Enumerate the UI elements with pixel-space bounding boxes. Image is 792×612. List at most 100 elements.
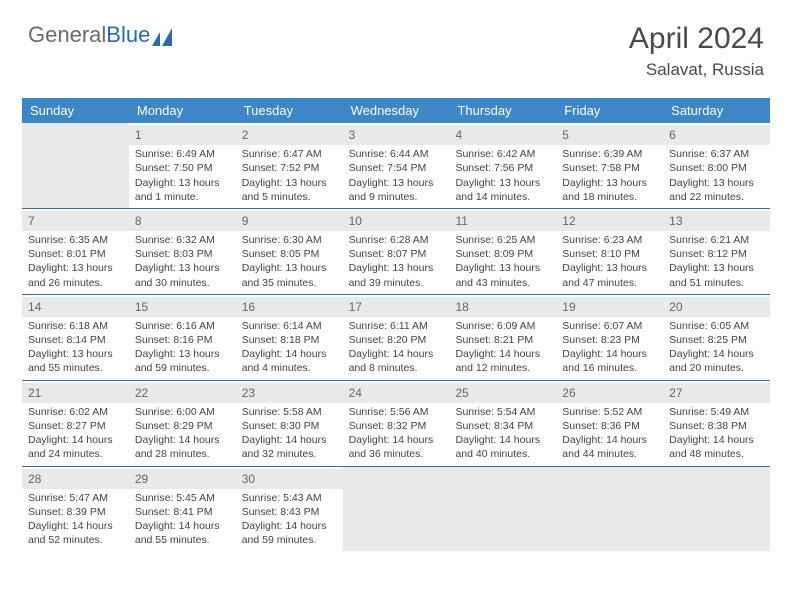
day-cell: 14Sunrise: 6:18 AMSunset: 8:14 PMDayligh… <box>22 295 129 380</box>
weekday-header: Wednesday <box>343 98 450 123</box>
daylight-text: Daylight: 13 hours <box>28 261 123 275</box>
sunset-text: Sunset: 8:34 PM <box>455 419 550 433</box>
day-cell: 29Sunrise: 5:45 AMSunset: 8:41 PMDayligh… <box>129 467 236 552</box>
day-cell: 22Sunrise: 6:00 AMSunset: 8:29 PMDayligh… <box>129 381 236 466</box>
daylight-text: and 55 minutes. <box>135 533 230 547</box>
day-cell: 26Sunrise: 5:52 AMSunset: 8:36 PMDayligh… <box>556 381 663 466</box>
day-number: 22 <box>129 383 236 403</box>
daylight-text: and 20 minutes. <box>669 361 764 375</box>
day-cell: 5Sunrise: 6:39 AMSunset: 7:58 PMDaylight… <box>556 123 663 208</box>
day-cell <box>449 467 556 552</box>
day-cell: 4Sunrise: 6:42 AMSunset: 7:56 PMDaylight… <box>449 123 556 208</box>
daylight-text: and 22 minutes. <box>669 190 764 204</box>
daylight-text: Daylight: 14 hours <box>669 347 764 361</box>
sunset-text: Sunset: 8:20 PM <box>349 333 444 347</box>
sunrise-text: Sunrise: 6:30 AM <box>242 233 337 247</box>
sunset-text: Sunset: 8:16 PM <box>135 333 230 347</box>
day-number: 1 <box>129 125 236 145</box>
daylight-text: Daylight: 14 hours <box>349 433 444 447</box>
day-number: 9 <box>236 211 343 231</box>
daylight-text: and 40 minutes. <box>455 447 550 461</box>
day-cell: 9Sunrise: 6:30 AMSunset: 8:05 PMDaylight… <box>236 209 343 294</box>
day-cell: 6Sunrise: 6:37 AMSunset: 8:00 PMDaylight… <box>663 123 770 208</box>
sunrise-text: Sunrise: 6:09 AM <box>455 319 550 333</box>
sunset-text: Sunset: 8:07 PM <box>349 247 444 261</box>
sunset-text: Sunset: 7:56 PM <box>455 161 550 175</box>
daylight-text: Daylight: 13 hours <box>242 176 337 190</box>
sunset-text: Sunset: 8:43 PM <box>242 505 337 519</box>
day-number: 17 <box>343 297 450 317</box>
daylight-text: Daylight: 14 hours <box>28 433 123 447</box>
daylight-text: Daylight: 13 hours <box>669 261 764 275</box>
daylight-text: and 32 minutes. <box>242 447 337 461</box>
daylight-text: Daylight: 13 hours <box>349 261 444 275</box>
day-cell: 11Sunrise: 6:25 AMSunset: 8:09 PMDayligh… <box>449 209 556 294</box>
sunrise-text: Sunrise: 6:28 AM <box>349 233 444 247</box>
day-number: 28 <box>22 469 129 489</box>
day-number: 26 <box>556 383 663 403</box>
sunset-text: Sunset: 8:27 PM <box>28 419 123 433</box>
daylight-text: and 47 minutes. <box>562 276 657 290</box>
day-cell <box>22 123 129 208</box>
daylight-text: Daylight: 13 hours <box>135 261 230 275</box>
weekday-header: Monday <box>129 98 236 123</box>
daylight-text: and 51 minutes. <box>669 276 764 290</box>
sunrise-text: Sunrise: 6:42 AM <box>455 147 550 161</box>
sunrise-text: Sunrise: 6:25 AM <box>455 233 550 247</box>
weekday-header: Sunday <box>22 98 129 123</box>
day-number: 7 <box>22 211 129 231</box>
sunset-text: Sunset: 8:12 PM <box>669 247 764 261</box>
day-number: 3 <box>343 125 450 145</box>
sunrise-text: Sunrise: 6:32 AM <box>135 233 230 247</box>
sunrise-text: Sunrise: 6:21 AM <box>669 233 764 247</box>
day-cell: 3Sunrise: 6:44 AMSunset: 7:54 PMDaylight… <box>343 123 450 208</box>
sunset-text: Sunset: 8:18 PM <box>242 333 337 347</box>
sunrise-text: Sunrise: 6:14 AM <box>242 319 337 333</box>
sunset-text: Sunset: 8:03 PM <box>135 247 230 261</box>
sunset-text: Sunset: 7:52 PM <box>242 161 337 175</box>
day-number: 21 <box>22 383 129 403</box>
daylight-text: Daylight: 14 hours <box>242 433 337 447</box>
day-cell: 8Sunrise: 6:32 AMSunset: 8:03 PMDaylight… <box>129 209 236 294</box>
daylight-text: and 28 minutes. <box>135 447 230 461</box>
week-row: 21Sunrise: 6:02 AMSunset: 8:27 PMDayligh… <box>22 381 770 467</box>
sunrise-text: Sunrise: 6:23 AM <box>562 233 657 247</box>
day-number: 13 <box>663 211 770 231</box>
day-cell: 12Sunrise: 6:23 AMSunset: 8:10 PMDayligh… <box>556 209 663 294</box>
daylight-text: Daylight: 13 hours <box>28 347 123 361</box>
sunrise-text: Sunrise: 5:47 AM <box>28 491 123 505</box>
sunrise-text: Sunrise: 6:49 AM <box>135 147 230 161</box>
day-cell: 19Sunrise: 6:07 AMSunset: 8:23 PMDayligh… <box>556 295 663 380</box>
daylight-text: Daylight: 14 hours <box>242 519 337 533</box>
day-number: 27 <box>663 383 770 403</box>
weekday-header: Tuesday <box>236 98 343 123</box>
day-cell: 1Sunrise: 6:49 AMSunset: 7:50 PMDaylight… <box>129 123 236 208</box>
location-label: Salavat, Russia <box>629 60 764 80</box>
daylight-text: Daylight: 13 hours <box>242 261 337 275</box>
day-cell: 15Sunrise: 6:16 AMSunset: 8:16 PMDayligh… <box>129 295 236 380</box>
day-number: 16 <box>236 297 343 317</box>
daylight-text: Daylight: 13 hours <box>349 176 444 190</box>
sunrise-text: Sunrise: 5:58 AM <box>242 405 337 419</box>
sunset-text: Sunset: 7:54 PM <box>349 161 444 175</box>
daylight-text: Daylight: 13 hours <box>135 347 230 361</box>
week-row: 7Sunrise: 6:35 AMSunset: 8:01 PMDaylight… <box>22 209 770 295</box>
daylight-text: Daylight: 14 hours <box>28 519 123 533</box>
weekday-header: Saturday <box>663 98 770 123</box>
daylight-text: Daylight: 14 hours <box>455 347 550 361</box>
weeks-container: 1Sunrise: 6:49 AMSunset: 7:50 PMDaylight… <box>22 123 770 551</box>
daylight-text: and 30 minutes. <box>135 276 230 290</box>
sunrise-text: Sunrise: 6:37 AM <box>669 147 764 161</box>
day-number: 23 <box>236 383 343 403</box>
daylight-text: and 39 minutes. <box>349 276 444 290</box>
sunset-text: Sunset: 8:41 PM <box>135 505 230 519</box>
sunset-text: Sunset: 8:39 PM <box>28 505 123 519</box>
brand-part2: Blue <box>106 22 150 48</box>
daylight-text: and 44 minutes. <box>562 447 657 461</box>
daylight-text: Daylight: 14 hours <box>135 433 230 447</box>
day-cell: 27Sunrise: 5:49 AMSunset: 8:38 PMDayligh… <box>663 381 770 466</box>
daylight-text: Daylight: 14 hours <box>669 433 764 447</box>
sunrise-text: Sunrise: 6:47 AM <box>242 147 337 161</box>
day-number: 15 <box>129 297 236 317</box>
day-cell: 20Sunrise: 6:05 AMSunset: 8:25 PMDayligh… <box>663 295 770 380</box>
